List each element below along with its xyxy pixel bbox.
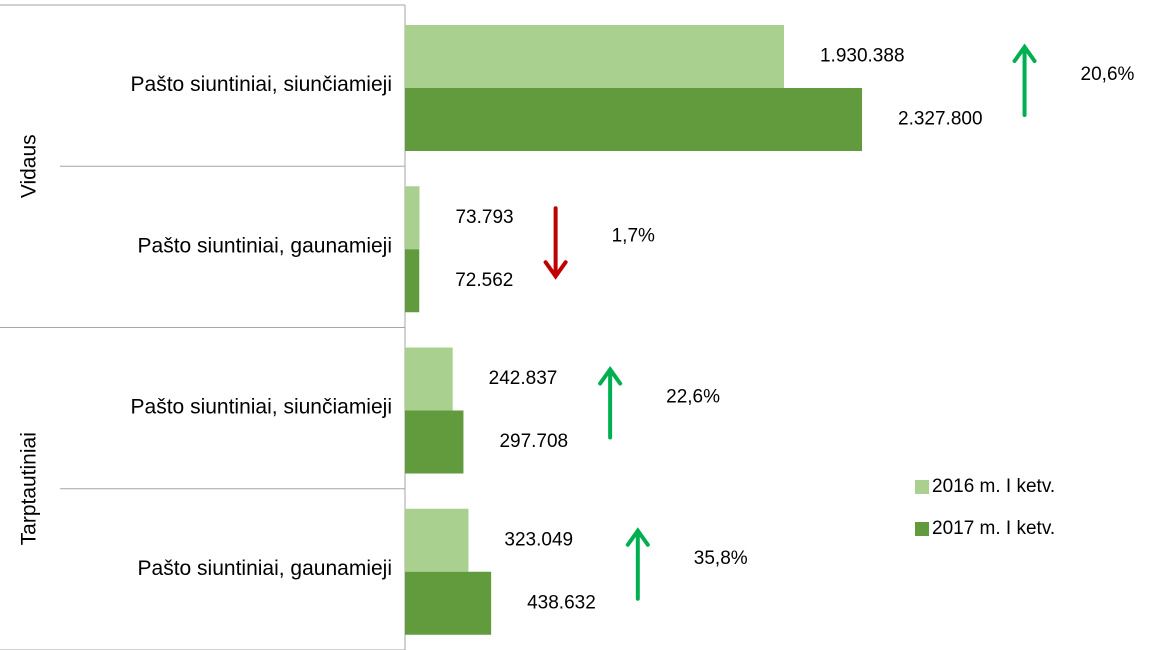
change-label: 20,6% bbox=[1081, 64, 1135, 85]
value-label: 323.049 bbox=[504, 529, 573, 550]
category-label: Pašto siuntiniai, gaunamieji bbox=[138, 234, 392, 257]
change-arrow bbox=[598, 366, 623, 440]
legend-swatch bbox=[915, 480, 929, 494]
bar bbox=[405, 571, 492, 635]
bar bbox=[405, 410, 464, 474]
legend-label: 2017 m. I ketv. bbox=[932, 518, 1055, 539]
change-label: 1,7% bbox=[612, 225, 655, 246]
bar bbox=[405, 347, 453, 411]
change-label: 22,6% bbox=[666, 387, 720, 408]
value-label: 73.793 bbox=[455, 207, 513, 228]
value-label: 297.708 bbox=[499, 431, 568, 452]
value-label: 438.632 bbox=[527, 592, 596, 613]
bar bbox=[405, 88, 863, 151]
category-label: Pašto siuntiniai, gaunamieji bbox=[138, 557, 392, 580]
group-label: Vidaus bbox=[18, 134, 41, 198]
legend-swatch bbox=[915, 522, 929, 536]
category-label: Pašto siuntiniai, siunčiamieji bbox=[131, 396, 392, 419]
change-arrow bbox=[1012, 43, 1037, 117]
value-label: 242.837 bbox=[489, 368, 558, 389]
bar bbox=[405, 186, 420, 250]
value-label: 1.930.388 bbox=[820, 46, 905, 67]
bar bbox=[405, 508, 469, 572]
change-arrow bbox=[543, 206, 568, 280]
legend-label: 2016 m. I ketv. bbox=[932, 476, 1055, 497]
value-label: 72.562 bbox=[455, 270, 513, 291]
value-label: 2.327.800 bbox=[898, 109, 983, 130]
change-label: 35,8% bbox=[694, 548, 748, 569]
bar bbox=[405, 249, 420, 313]
category-label: Pašto siuntiniai, siunčiamieji bbox=[131, 73, 392, 96]
bar bbox=[405, 25, 784, 88]
group-label: Tarptautiniai bbox=[18, 432, 41, 545]
change-arrow bbox=[625, 527, 650, 601]
